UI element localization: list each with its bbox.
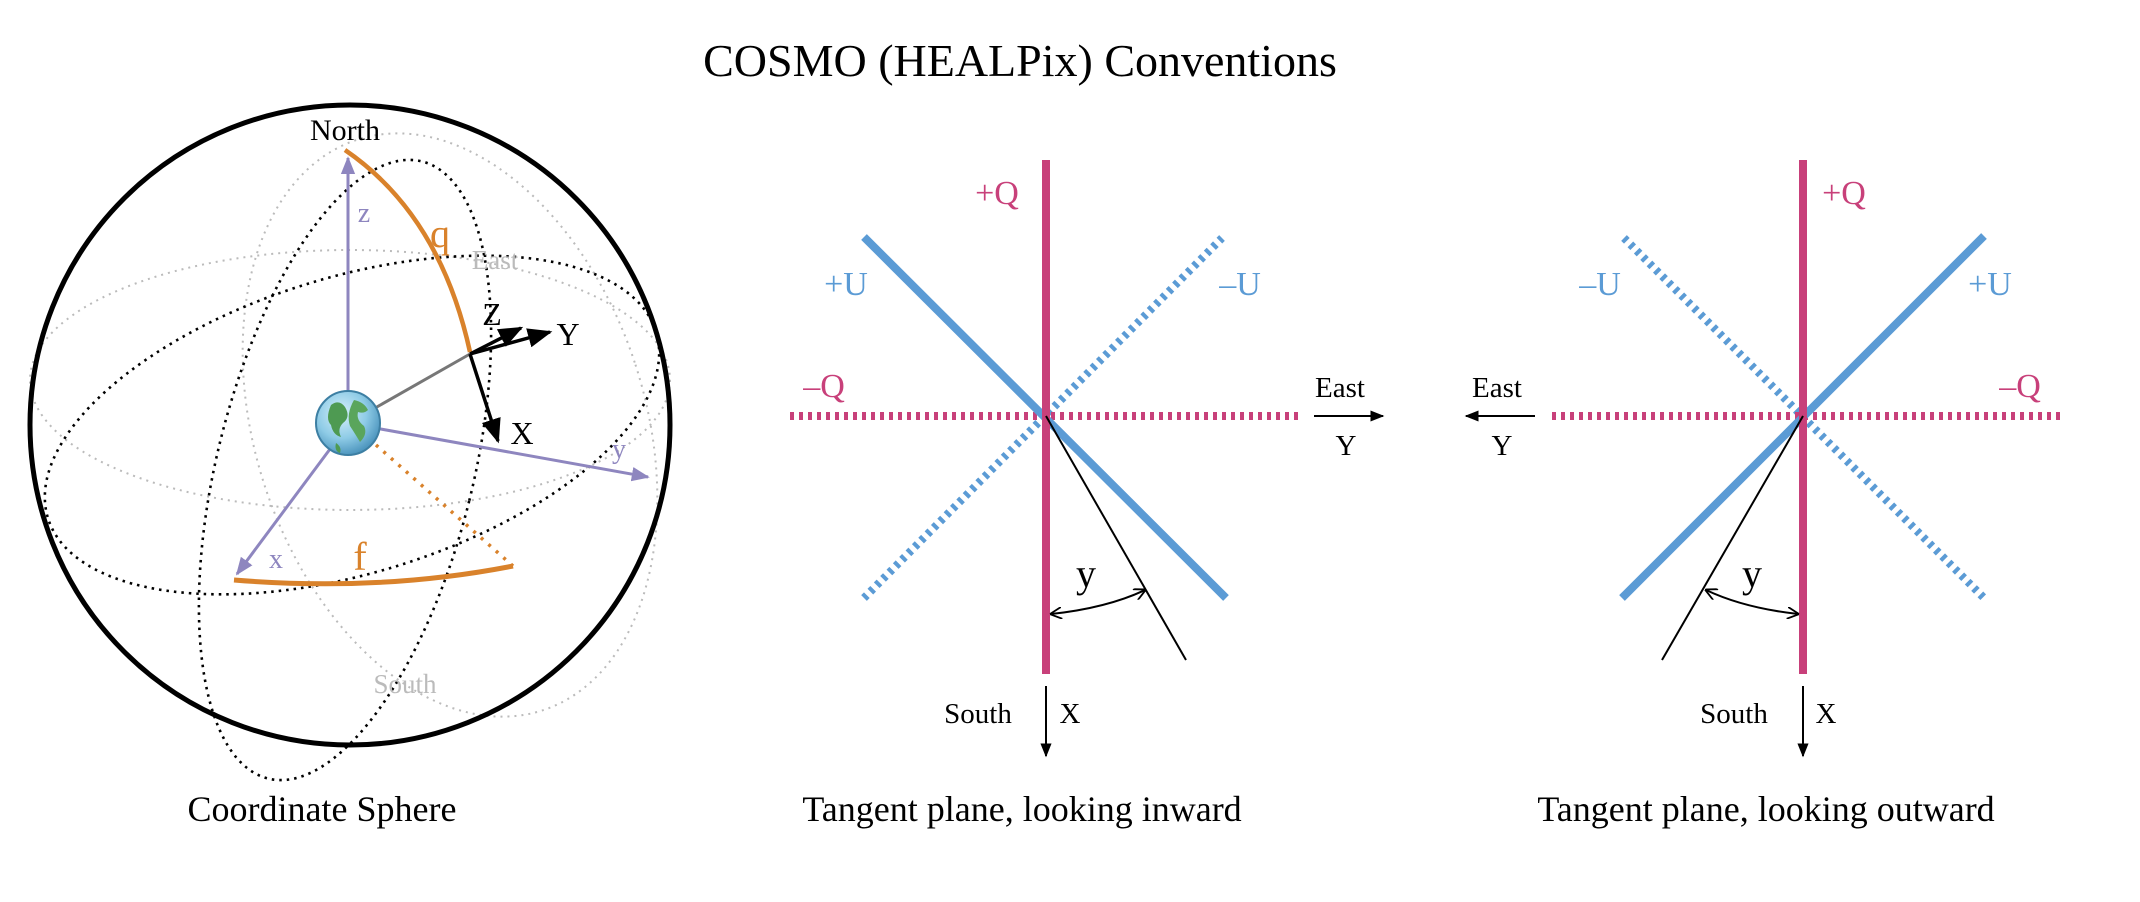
sphere-equator-back bbox=[29, 249, 671, 511]
sphere-meridian-front bbox=[197, 158, 493, 782]
basis-Z-arrow bbox=[469, 326, 524, 356]
y-axis-arrow bbox=[374, 426, 650, 482]
polarization-ray bbox=[1661, 415, 1804, 661]
theta-arc bbox=[343, 148, 473, 353]
plus-q-label: +Q bbox=[975, 175, 1019, 212]
theta-label: q bbox=[430, 211, 450, 256]
psi-angle-label: y bbox=[1742, 551, 1762, 596]
x-axis-arrow bbox=[235, 444, 335, 576]
x-axis-label: x bbox=[269, 544, 283, 575]
east-label: East bbox=[1315, 372, 1365, 404]
polarization-ray bbox=[1045, 415, 1187, 661]
phi-projection-line bbox=[374, 443, 515, 568]
psi-angle-arc bbox=[1051, 590, 1145, 614]
sphere-meridian-back bbox=[241, 132, 659, 718]
inward-caption: Tangent plane, looking inward bbox=[802, 789, 1241, 829]
psi-angle-label: y bbox=[1076, 551, 1096, 596]
minus-q-label: –Q bbox=[1998, 368, 2041, 405]
basis-X-arrow bbox=[468, 353, 501, 444]
minus-q-label: –Q bbox=[802, 368, 845, 405]
phi-label: f bbox=[353, 534, 367, 579]
plus-u-label: +U bbox=[824, 266, 868, 303]
tangent-plane-outward: +Q –Q +U –U East Y South X y Tangent pla… bbox=[1464, 160, 2060, 829]
phi-arc bbox=[233, 563, 514, 587]
psi-angle-arc bbox=[1706, 590, 1798, 614]
y-axis-label: Y bbox=[1492, 430, 1513, 462]
y-axis-label: y bbox=[612, 434, 626, 465]
page-title: COSMO (HEALPix) Conventions bbox=[703, 35, 1337, 86]
minus-u-label: –U bbox=[1578, 266, 1621, 303]
basis-X-label: X bbox=[510, 415, 533, 451]
south-label: South bbox=[1700, 698, 1768, 730]
radial-line bbox=[367, 352, 471, 414]
north-label: North bbox=[310, 114, 380, 147]
minus-u-label: –U bbox=[1218, 266, 1261, 303]
basis-Z-label: Z bbox=[482, 296, 502, 332]
z-axis-label: z bbox=[358, 198, 370, 229]
east-label: East bbox=[472, 245, 519, 275]
sphere-outline bbox=[27, 102, 673, 748]
x-axis-label: X bbox=[1816, 698, 1837, 730]
earth-icon bbox=[315, 390, 381, 456]
basis-Y-label: Y bbox=[556, 316, 579, 352]
x-axis-label: X bbox=[1060, 698, 1081, 730]
south-label: South bbox=[373, 669, 437, 699]
tangent-plane-inward: +Q –Q +U –U East Y South X y Tangent pla… bbox=[790, 160, 1385, 829]
y-axis-label: Y bbox=[1336, 430, 1357, 462]
plus-u-label: +U bbox=[1968, 266, 2012, 303]
south-label: South bbox=[944, 698, 1012, 730]
coordinate-sphere: North South East z x y q f Z Y X Coordin… bbox=[27, 102, 673, 829]
basis-Y-arrow bbox=[469, 328, 553, 356]
east-label: East bbox=[1472, 372, 1522, 404]
outward-caption: Tangent plane, looking outward bbox=[1537, 789, 1994, 829]
sphere-caption: Coordinate Sphere bbox=[188, 789, 457, 829]
plus-q-label: +Q bbox=[1822, 175, 1866, 212]
